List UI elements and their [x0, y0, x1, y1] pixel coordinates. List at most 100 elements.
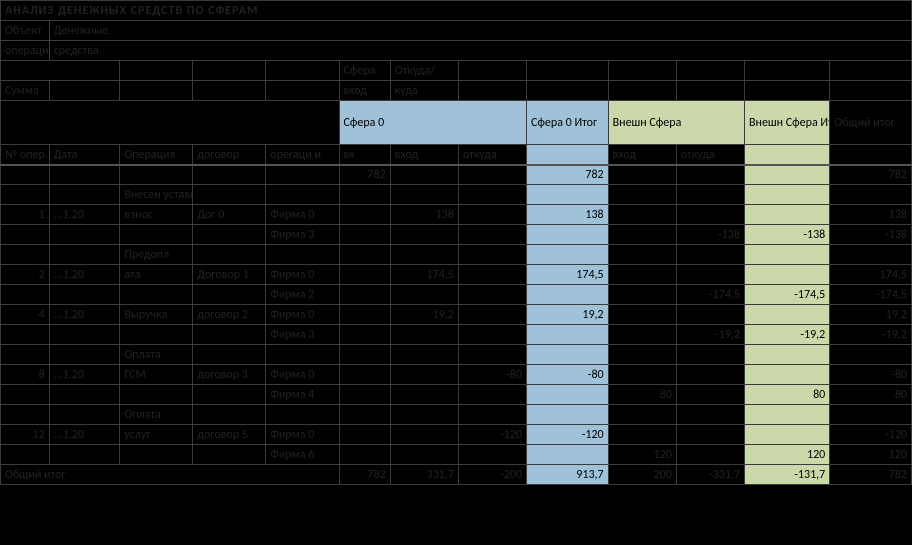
cell-otk: [458, 345, 526, 365]
cell-vhod: [390, 165, 458, 185]
cell-itogv: [745, 165, 830, 185]
col-vh: вх: [339, 145, 390, 165]
cell-date: ...1.20: [49, 205, 120, 225]
cell-otk: [458, 325, 526, 345]
cell-vhod: [390, 405, 458, 425]
cell-itogv: 120: [745, 445, 830, 465]
cell-vh: [339, 425, 390, 445]
cell-v-otk: -138: [676, 225, 744, 245]
cell-vh: [339, 405, 390, 425]
cell-date: ...1.20: [49, 365, 120, 385]
cell-total: -19,2: [830, 325, 912, 345]
cell-v-vhod: 120: [608, 445, 676, 465]
cell-v-otk: [676, 165, 744, 185]
cell-dogovor: договор 2: [193, 305, 266, 325]
cell-v-vhod: [608, 265, 676, 285]
table-row: Фирма 4808080: [1, 385, 912, 405]
cell-firma: [266, 165, 339, 185]
cell-total: 138: [830, 205, 912, 225]
cell-firma: Фирма 3: [266, 325, 339, 345]
cell-vhod: [390, 185, 458, 205]
cell-dogovor: [193, 225, 266, 245]
cell-total: -138: [830, 225, 912, 245]
cell-v-otk: [676, 345, 744, 365]
cell-dogovor: [193, 325, 266, 345]
cell-v-otk: [676, 385, 744, 405]
cell-itogv: -174,5: [745, 285, 830, 305]
table-row: Предопл: [1, 245, 912, 265]
cell-v-vhod: [608, 325, 676, 345]
cell-v-vhod: 80: [608, 385, 676, 405]
cell-no: 8: [1, 365, 50, 385]
table-row: Фирма 6120120120: [1, 445, 912, 465]
cell-vh: [339, 385, 390, 405]
cell-v-otk: [676, 205, 744, 225]
cell-date: ...1.20: [49, 425, 120, 445]
cell-date: [49, 405, 120, 425]
cell-vh: [339, 225, 390, 245]
cell-firma: Фирма 0: [266, 425, 339, 445]
table-row: Оплата: [1, 405, 912, 425]
cell-no: 12: [1, 425, 50, 445]
cell-vhod: 174,5: [390, 265, 458, 285]
cell-op: [120, 165, 193, 185]
cell-firma: Фирма 3: [266, 225, 339, 245]
cell-v-otk: [676, 445, 744, 465]
cell-op: [120, 285, 193, 305]
cell-op: Предопл: [120, 245, 193, 265]
cell-no: [1, 405, 50, 425]
cell-total: -80: [830, 365, 912, 385]
pivot-table: АНАЛИЗ ДЕНЕЖНЫХ СРЕДСТВ ПО СФЕРАМ Объект…: [0, 0, 912, 485]
cell-itogv: [745, 365, 830, 385]
cell-dogovor: [193, 285, 266, 305]
cell-total: 782: [830, 165, 912, 185]
cell-dogovor: [193, 385, 266, 405]
cell-op: ата: [120, 265, 193, 285]
cell-itog0: 782: [527, 165, 609, 185]
sub-l1a: Объект: [1, 21, 50, 41]
cell-op: [120, 325, 193, 345]
grand-itogv: -131,7: [745, 465, 830, 485]
cell-dogovor: договор 5: [193, 425, 266, 445]
cell-vhod: [390, 345, 458, 365]
cell-otk: -120: [458, 425, 526, 445]
col-no: № опер. Оп: [1, 145, 50, 165]
cell-dogovor: Договор 1: [193, 265, 266, 285]
table-row: Фирма 3-138-138-138: [1, 225, 912, 245]
cell-no: [1, 285, 50, 305]
cell-v-otk: [676, 265, 744, 285]
cell-date: [49, 385, 120, 405]
cell-itogv: [745, 425, 830, 445]
cell-total: [830, 185, 912, 205]
cell-itogv: -19,2: [745, 325, 830, 345]
cell-no: [1, 445, 50, 465]
cell-firma: [266, 345, 339, 365]
cell-itog0: [527, 245, 609, 265]
otkuda-label: Откуда/: [390, 61, 458, 81]
cell-v-vhod: [608, 185, 676, 205]
col-vhod2: вход: [608, 145, 676, 165]
cell-total: 174,5: [830, 265, 912, 285]
cell-vhod: [390, 245, 458, 265]
cell-op: Внеcен уставный: [120, 185, 193, 205]
cell-op: взнос: [120, 205, 193, 225]
cell-v-vhod: [608, 225, 676, 245]
cell-firma: [266, 245, 339, 265]
cell-firma: Фирма 2: [266, 285, 339, 305]
grand-vvhod: 200: [608, 465, 676, 485]
cell-date: [49, 345, 120, 365]
grand-total: 782: [830, 465, 912, 485]
report-title: АНАЛИЗ ДЕНЕЖНЫХ СРЕДСТВ ПО СФЕРАМ: [1, 1, 912, 21]
cell-vh: [339, 205, 390, 225]
cell-date: [49, 285, 120, 305]
cell-no: [1, 185, 50, 205]
cell-op: Выручка: [120, 305, 193, 325]
cell-otk: [458, 205, 526, 225]
cell-vhod: [390, 425, 458, 445]
cell-itog0: -80: [527, 365, 609, 385]
cell-dogovor: [193, 345, 266, 365]
cell-total: 19,2: [830, 305, 912, 325]
cell-no: 2: [1, 265, 50, 285]
otkuda-sub: куда: [390, 81, 458, 101]
grand-votk: -331,7: [676, 465, 744, 485]
